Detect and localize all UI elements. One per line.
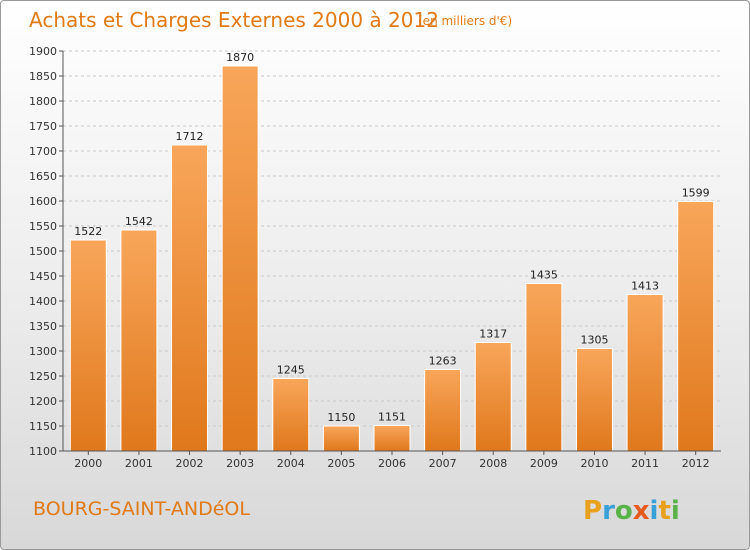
bar-2003 xyxy=(221,65,259,452)
logo-letter: x xyxy=(633,496,650,526)
x-tick-label: 2004 xyxy=(277,457,305,470)
bar-2005 xyxy=(322,425,360,452)
logo-letter: P xyxy=(583,496,602,526)
bar-2008 xyxy=(474,342,512,452)
x-tick-label: 2012 xyxy=(682,457,710,470)
value-label: 1599 xyxy=(682,187,710,200)
y-axis-ticks: 1100 1150 1200 1250 1300 1350 1400 1450 1500 1550… xyxy=(29,45,63,458)
value-label: 1150 xyxy=(327,411,355,424)
logo-letter: r xyxy=(602,496,615,526)
y-tick-label: 1100 xyxy=(29,445,57,458)
x-axis-ticks: 2000 2001 2002 2003 2004 2005 2006 2007 2008 2009… xyxy=(74,451,710,470)
value-label: 1870 xyxy=(226,51,254,64)
bar-2007 xyxy=(424,369,462,452)
y-tick-label: 1300 xyxy=(29,345,57,358)
bar-2000 xyxy=(69,239,107,452)
y-tick-label: 1350 xyxy=(29,320,57,333)
x-tick-label: 2007 xyxy=(429,457,457,470)
bar-2001 xyxy=(120,229,158,452)
y-tick-label: 1250 xyxy=(29,370,57,383)
value-label: 1413 xyxy=(631,280,659,293)
value-label: 1317 xyxy=(479,328,507,341)
value-label: 1245 xyxy=(277,364,305,377)
y-tick-label: 1750 xyxy=(29,120,57,133)
x-tick-label: 2003 xyxy=(226,457,254,470)
y-tick-label: 1200 xyxy=(29,395,57,408)
value-label: 1522 xyxy=(74,225,102,238)
y-tick-label: 1850 xyxy=(29,70,57,83)
x-tick-label: 2009 xyxy=(530,457,558,470)
y-tick-label: 1650 xyxy=(29,170,57,183)
x-tick-label: 2000 xyxy=(74,457,102,470)
x-tick-label: 2005 xyxy=(327,457,355,470)
x-tick-label: 2008 xyxy=(479,457,507,470)
x-tick-label: 2010 xyxy=(580,457,608,470)
y-tick-label: 1600 xyxy=(29,195,57,208)
x-tick-label: 2001 xyxy=(125,457,153,470)
y-tick-label: 1900 xyxy=(29,45,57,58)
bar-2004 xyxy=(272,378,310,452)
x-tick-label: 2006 xyxy=(378,457,406,470)
value-label: 1305 xyxy=(580,334,608,347)
logo-letter: o xyxy=(615,496,633,526)
chart-title: Achats et Charges Externes 2000 à 2012 xyxy=(29,8,439,32)
y-tick-label: 1450 xyxy=(29,270,57,283)
x-tick-label: 2011 xyxy=(631,457,659,470)
bar-2006 xyxy=(373,425,411,452)
axes xyxy=(62,51,721,452)
grid-lines xyxy=(63,50,721,452)
y-tick-label: 1700 xyxy=(29,145,57,158)
bar-2012 xyxy=(677,201,715,452)
y-tick-label: 1400 xyxy=(29,295,57,308)
y-tick-label: 1800 xyxy=(29,95,57,108)
y-tick-label: 1150 xyxy=(29,420,57,433)
bar-2009 xyxy=(525,283,563,452)
value-labels: 1522 1542 1712 1870 1245 1150 1151 1263 1317 1435… xyxy=(74,51,709,424)
y-tick-label: 1500 xyxy=(29,245,57,258)
proxiti-logo: Proxiti xyxy=(583,496,680,526)
logo-letter: i xyxy=(650,496,659,526)
logo-letter: t xyxy=(658,496,670,526)
value-label: 1542 xyxy=(125,215,153,228)
logo-letter: i xyxy=(671,496,680,526)
value-label: 1263 xyxy=(429,355,457,368)
y-tick-label: 1550 xyxy=(29,220,57,233)
chart-subtitle: (en milliers d'€) xyxy=(418,14,512,28)
value-label: 1151 xyxy=(378,411,406,424)
value-label: 1712 xyxy=(176,130,204,143)
bar-2011 xyxy=(626,294,664,452)
place-name: BOURG-SAINT-ANDéOL xyxy=(33,498,250,520)
value-label: 1435 xyxy=(530,269,558,282)
bar-2002 xyxy=(171,144,209,452)
bars xyxy=(69,65,715,452)
x-tick-label: 2002 xyxy=(176,457,204,470)
bar-2010 xyxy=(575,348,613,452)
